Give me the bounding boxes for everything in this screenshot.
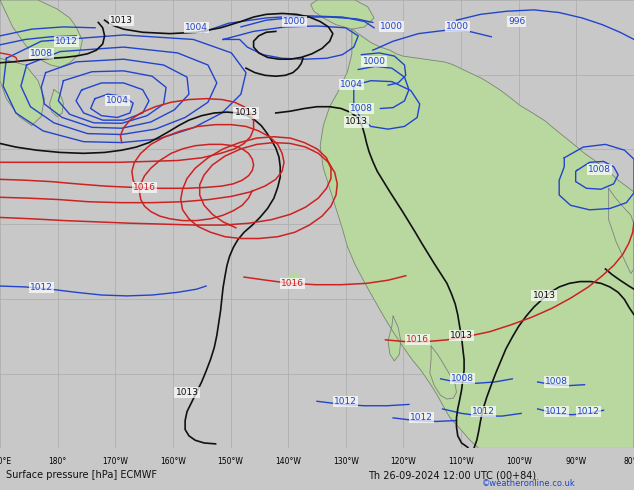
Text: 1012: 1012	[577, 407, 600, 416]
Text: 1004: 1004	[185, 24, 208, 32]
Text: 1004: 1004	[106, 97, 129, 105]
Polygon shape	[320, 29, 634, 448]
Text: 1008: 1008	[30, 49, 53, 58]
Text: 180°: 180°	[49, 457, 67, 465]
Text: 1012: 1012	[545, 407, 568, 416]
Text: 170°E: 170°E	[0, 457, 11, 465]
Text: 1013: 1013	[110, 16, 133, 24]
Text: 1013: 1013	[450, 331, 473, 340]
Text: 1008: 1008	[451, 374, 474, 383]
Text: 1008: 1008	[588, 165, 611, 174]
Text: Surface pressure [hPa] ECMWF: Surface pressure [hPa] ECMWF	[6, 470, 157, 480]
Polygon shape	[311, 0, 374, 29]
Text: 1000: 1000	[283, 17, 306, 26]
Polygon shape	[388, 316, 401, 361]
Text: 1012: 1012	[55, 37, 78, 46]
Text: 1004: 1004	[340, 80, 363, 89]
Polygon shape	[0, 58, 44, 125]
Text: 1016: 1016	[406, 335, 429, 344]
Text: 1013: 1013	[345, 118, 368, 126]
Polygon shape	[49, 90, 63, 117]
Text: 1012: 1012	[472, 407, 495, 416]
Text: 1016: 1016	[133, 183, 156, 192]
Text: 140°W: 140°W	[275, 457, 301, 465]
Text: 1000: 1000	[446, 23, 469, 31]
Text: 996: 996	[508, 17, 526, 26]
Text: ©weatheronline.co.uk: ©weatheronline.co.uk	[482, 479, 576, 488]
Text: 100°W: 100°W	[506, 457, 532, 465]
Text: 1008: 1008	[350, 104, 373, 113]
Polygon shape	[430, 346, 456, 399]
Text: 1000: 1000	[363, 57, 385, 66]
Polygon shape	[0, 0, 82, 67]
Text: Th 26-09-2024 12:00 UTC (00+84): Th 26-09-2024 12:00 UTC (00+84)	[368, 470, 536, 480]
Text: 1016: 1016	[281, 279, 304, 288]
Text: 90°W: 90°W	[566, 457, 587, 465]
Text: 80°W: 80°W	[623, 457, 634, 465]
Text: 150°W: 150°W	[217, 457, 243, 465]
Text: 1012: 1012	[334, 397, 357, 406]
Polygon shape	[609, 188, 634, 273]
Text: 120°W: 120°W	[391, 457, 417, 465]
Text: 1013: 1013	[235, 108, 257, 118]
Text: 1012: 1012	[410, 414, 433, 422]
Text: 1012: 1012	[30, 283, 53, 293]
Text: 1000: 1000	[380, 23, 403, 31]
Text: 130°W: 130°W	[333, 457, 359, 465]
Text: 110°W: 110°W	[448, 457, 474, 465]
Text: 1013: 1013	[176, 388, 198, 397]
Text: 160°W: 160°W	[160, 457, 186, 465]
Polygon shape	[288, 273, 299, 282]
Text: 1013: 1013	[533, 292, 555, 300]
Text: 170°W: 170°W	[102, 457, 128, 465]
Text: 1008: 1008	[545, 377, 568, 387]
